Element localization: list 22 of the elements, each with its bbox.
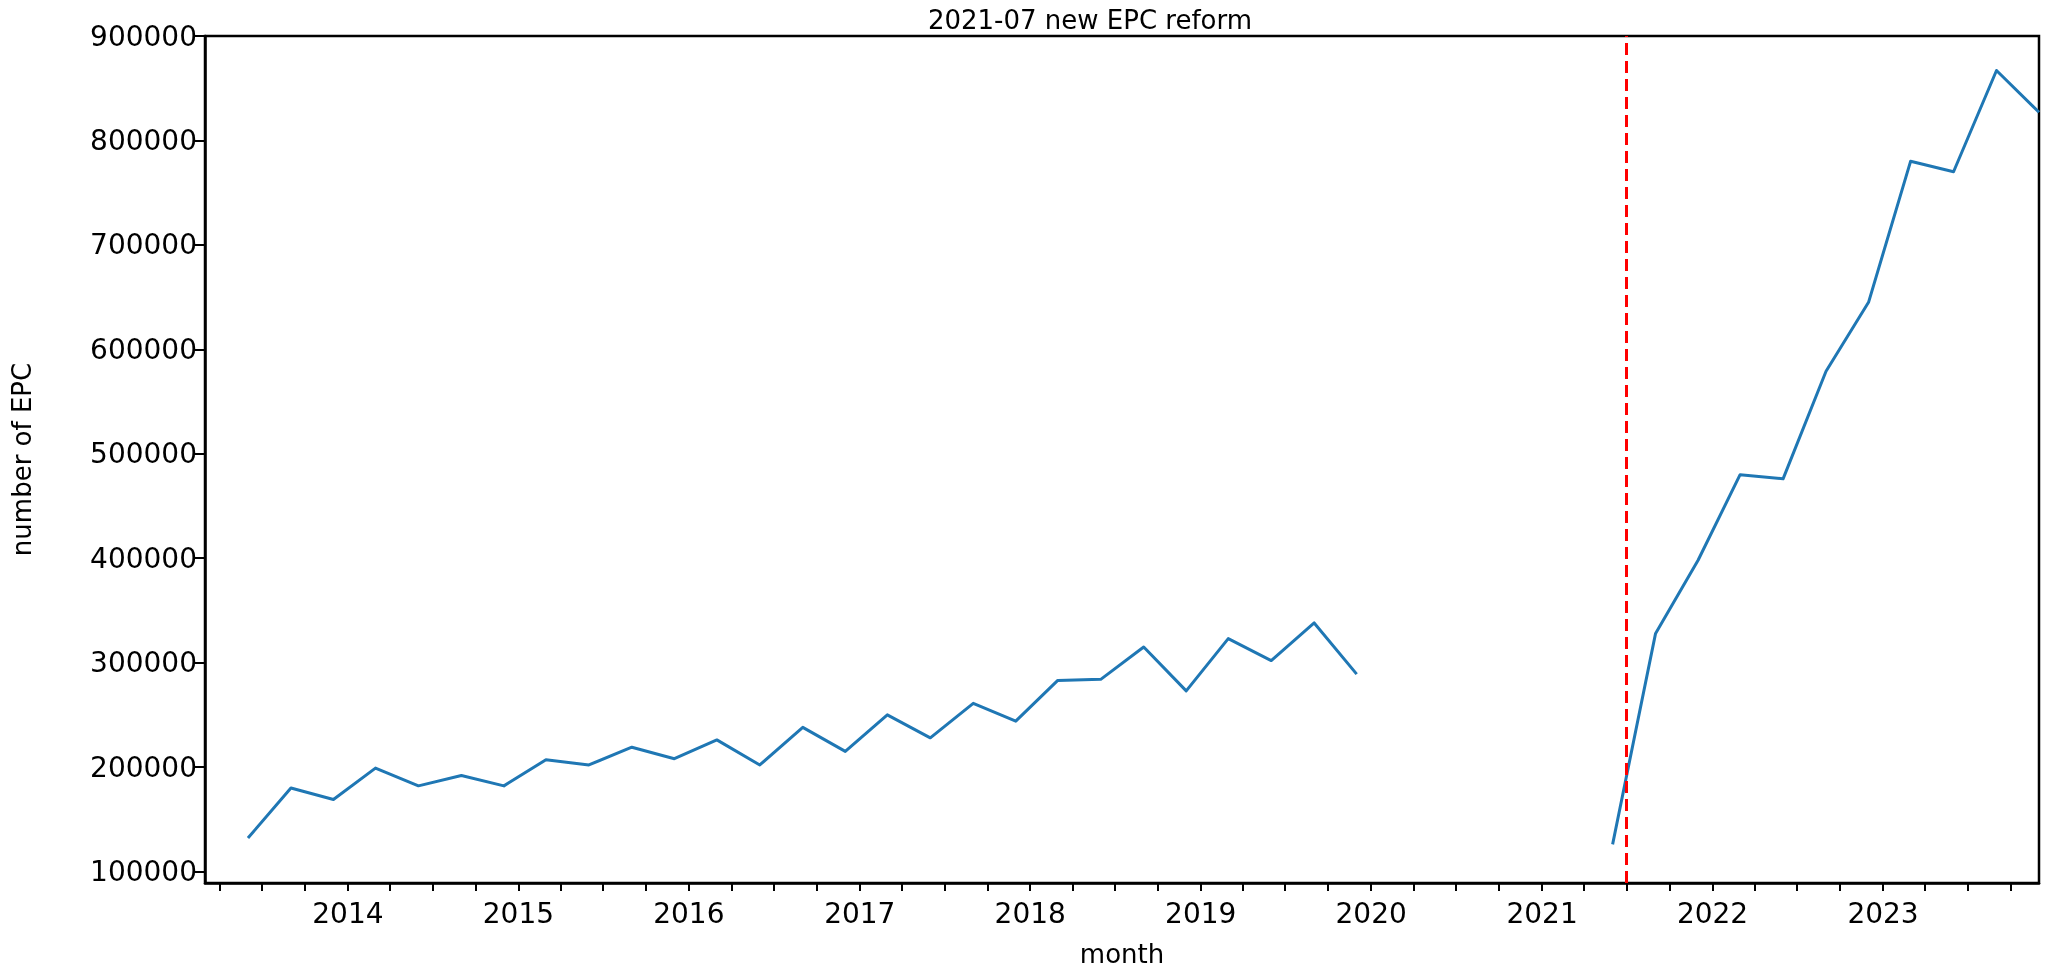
y-tick-label: 500000 <box>90 437 197 471</box>
y-tick-label: 900000 <box>90 19 197 53</box>
y-tick-label: 200000 <box>90 750 197 784</box>
y-tick-label: 300000 <box>90 646 197 680</box>
chart-title: 2021-07 new EPC reform <box>927 5 1253 35</box>
y-tick-label: 100000 <box>90 855 197 889</box>
x-tick-label: 2016 <box>653 896 725 930</box>
x-tick-label: 2019 <box>1165 896 1237 930</box>
y-axis-title: number of EPC <box>7 362 37 557</box>
x-tick-label: 2015 <box>482 896 555 930</box>
x-tick-label: 2023 <box>1847 896 1919 930</box>
y-tick-label: 800000 <box>90 123 197 157</box>
y-tick-label: 700000 <box>90 228 197 262</box>
x-tick-label: 2022 <box>1676 896 1749 930</box>
y-tick-label: 400000 <box>90 541 197 575</box>
x-tick-label: 2017 <box>824 896 896 930</box>
x-tick-label: 2014 <box>312 896 384 930</box>
x-axis-title: month <box>1079 939 1165 969</box>
y-tick-label: 600000 <box>90 332 197 366</box>
x-tick-label: 2018 <box>994 896 1066 930</box>
x-tick-label: 2020 <box>1335 896 1407 930</box>
x-tick-label: 2021 <box>1506 896 1578 930</box>
